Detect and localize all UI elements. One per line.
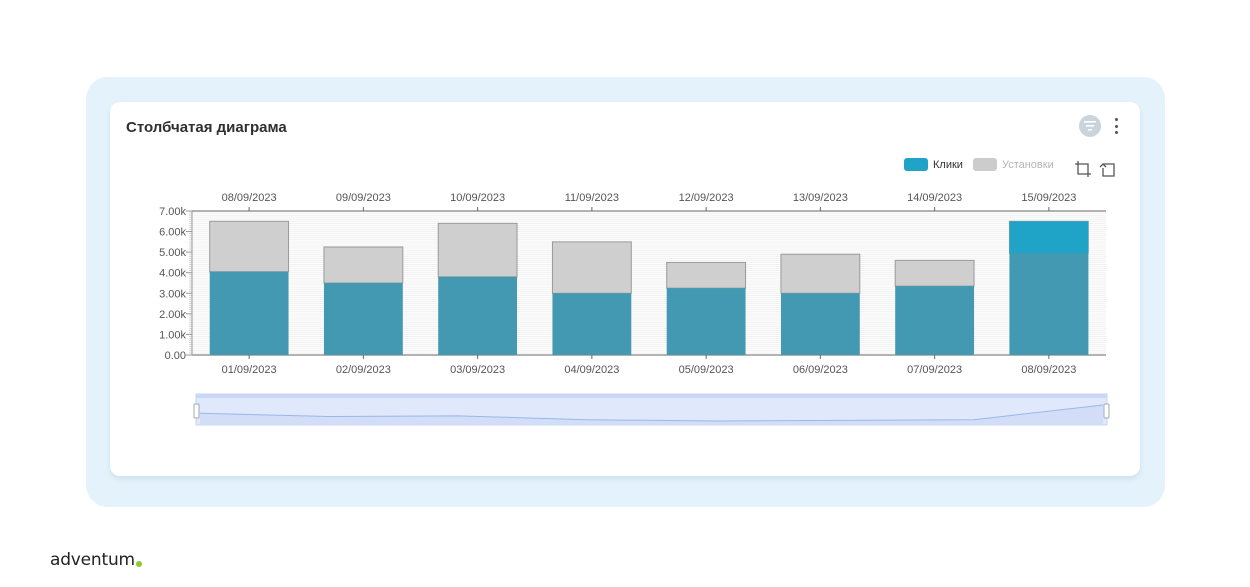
y-tick-label: 3.00k <box>159 288 186 300</box>
y-tick-label: 7.00k <box>159 206 186 218</box>
bar-clicks <box>895 286 975 355</box>
zoom-reset-icon[interactable] <box>1099 160 1117 178</box>
zoom-select-icon[interactable] <box>1074 160 1092 178</box>
logo-dot <box>136 561 142 567</box>
bar-clicks <box>552 293 632 355</box>
x-tick-label-bottom: 05/09/2023 <box>679 364 734 376</box>
legend-swatch-installs <box>972 158 997 171</box>
zoom-slider-handle-right[interactable] <box>1103 403 1110 419</box>
x-tick-label-bottom: 04/09/2023 <box>564 364 619 376</box>
x-tick-label-top: 13/09/2023 <box>793 192 848 204</box>
card-title: Столбчатая диаграма <box>126 119 287 136</box>
bar-installs <box>323 246 404 284</box>
bar-installs <box>894 259 975 287</box>
bar-clicks <box>666 288 746 355</box>
zoom-slider-area <box>200 405 1103 425</box>
x-tick-label-bottom: 08/09/2023 <box>1021 364 1076 376</box>
x-tick-label-bottom: 06/09/2023 <box>793 364 848 376</box>
x-tick-label-top: 10/09/2023 <box>450 192 505 204</box>
legend-label-clicks: Клики <box>933 158 963 171</box>
zoom-slider-handle-left[interactable] <box>193 403 200 419</box>
x-tick-label-top: 15/09/2023 <box>1021 192 1076 204</box>
zoom-slider-line <box>199 404 1104 422</box>
x-tick-label-bottom: 02/09/2023 <box>336 364 391 376</box>
x-tick-label-bottom: 07/09/2023 <box>907 364 962 376</box>
y-tick-label: 2.00k <box>159 309 186 321</box>
legend-label-installs: Установки <box>1001 158 1054 171</box>
more-menu-button[interactable] <box>1110 116 1122 136</box>
x-tick-label-top: 11/09/2023 <box>565 192 619 204</box>
legend-swatch-clicks <box>904 158 928 171</box>
x-tick-label-top: 09/09/2023 <box>336 192 391 204</box>
bar-clicks <box>323 283 403 355</box>
x-tick-label-bottom: 03/09/2023 <box>450 364 505 376</box>
bar-installs <box>780 253 861 294</box>
filter-icon <box>1084 121 1096 131</box>
y-tick-label: 5.00k <box>159 247 186 259</box>
zoom-slider-bar <box>196 394 1107 398</box>
bar-installs <box>209 220 290 273</box>
filter-button[interactable] <box>1079 115 1101 137</box>
y-tick-label: 4.00k <box>159 268 186 280</box>
chart-card: Столбчатая диаграма Клики Установки 0.00… <box>110 102 1140 476</box>
bar-installs <box>437 222 518 278</box>
bar-installs <box>666 261 747 289</box>
x-tick-label-bottom: 01/09/2023 <box>222 364 277 376</box>
legend-item-installs[interactable]: Установки <box>972 158 1054 171</box>
more-vert-icon-dot <box>1114 118 1118 121</box>
y-tick-label: 1.00k <box>159 329 186 341</box>
bar-clicks <box>1009 253 1089 355</box>
adventum-logo: adventum <box>50 550 135 570</box>
y-tick-label: 0.00 <box>165 350 186 362</box>
bar-clicks <box>780 293 860 355</box>
x-tick-label-top: 08/09/2023 <box>222 192 277 204</box>
legend-item-clicks[interactable]: Клики <box>904 158 963 171</box>
bar-clicks <box>438 276 518 355</box>
more-vert-icon-dot <box>1114 124 1118 128</box>
chart-legend: Клики Установки <box>904 158 1054 171</box>
bar-clicks <box>209 271 289 355</box>
x-tick-label-top: 14/09/2023 <box>907 192 962 204</box>
bar-chart: 0.00 1.00k 2.00k 3.00k 4.00k 5.00k 6.00k 7.00k 0… <box>159 192 1110 426</box>
y-tick-label: 6.00k <box>159 227 186 239</box>
bar-installs <box>551 241 632 294</box>
x-tick-label-top: 12/09/2023 <box>679 192 734 204</box>
more-vert-icon-dot <box>1114 131 1118 134</box>
